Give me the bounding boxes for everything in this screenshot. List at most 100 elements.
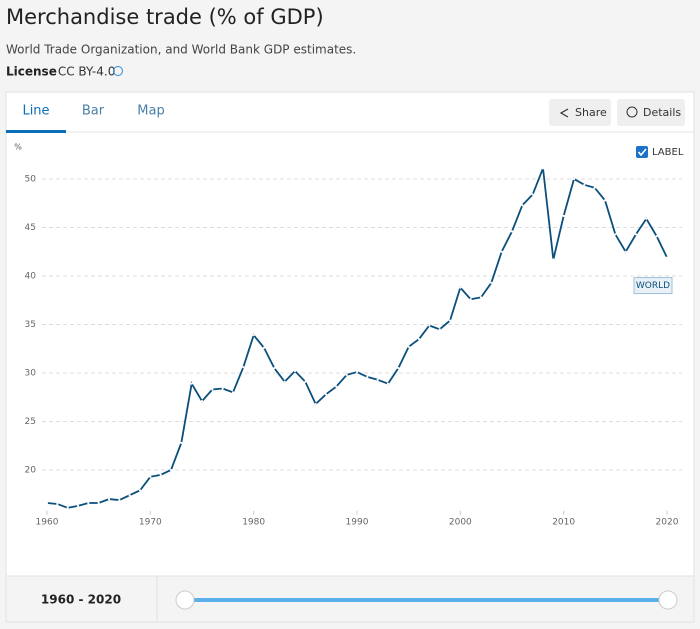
data-point xyxy=(293,369,297,373)
tab[interactable]: Bar xyxy=(82,104,105,119)
info-icon[interactable] xyxy=(113,66,123,76)
data-point xyxy=(231,391,235,394)
data-point xyxy=(366,375,369,378)
data-point xyxy=(397,367,400,370)
data-point xyxy=(634,233,638,236)
details-label: Details xyxy=(643,106,681,119)
data-point xyxy=(593,186,596,189)
data-point xyxy=(521,204,524,207)
check-mark xyxy=(637,148,647,157)
data-point xyxy=(345,373,348,377)
data-point xyxy=(118,498,121,502)
data-point xyxy=(335,385,338,388)
y-tick-label: 35 xyxy=(25,320,36,330)
y-axis-label: % xyxy=(14,143,22,152)
data-point xyxy=(541,167,545,170)
slider-handle[interactable] xyxy=(658,590,678,610)
x-tick-label: 1970 xyxy=(139,518,162,528)
data-point xyxy=(76,504,80,507)
plot: 20 25 30 35 40 45 50 1960 1970 1980 1990 2000 2010 20… xyxy=(25,167,682,528)
data-point xyxy=(448,319,452,322)
data-point xyxy=(479,296,483,299)
data-point xyxy=(614,233,617,236)
data-point xyxy=(624,250,627,253)
tab-indicator xyxy=(6,130,66,133)
card xyxy=(5,91,695,577)
data-point xyxy=(180,441,183,444)
tab[interactable]: Line xyxy=(22,104,49,119)
data-point xyxy=(428,324,431,327)
data-point xyxy=(572,177,576,181)
data-point xyxy=(283,380,286,383)
tab[interactable]: Map xyxy=(137,104,164,119)
data-point xyxy=(273,367,276,370)
y-tick-label: 50 xyxy=(25,175,37,185)
x-tick-label: 2010 xyxy=(552,518,575,528)
data-point xyxy=(531,193,534,196)
data-point xyxy=(552,258,555,261)
data-point xyxy=(190,382,193,385)
data-point xyxy=(66,506,69,509)
x-tick-label: 2000 xyxy=(449,518,472,528)
share-icon xyxy=(559,108,569,118)
series-label-box xyxy=(633,277,673,295)
share-button[interactable] xyxy=(549,99,611,126)
range-label: 1960 - 2020 xyxy=(41,593,121,607)
data-point xyxy=(417,337,421,341)
share-label: Share xyxy=(575,106,607,119)
data-point xyxy=(149,475,152,478)
data-point xyxy=(583,183,586,186)
data-point xyxy=(459,286,462,289)
data-point xyxy=(324,393,328,396)
series-label: WORLD xyxy=(636,281,670,291)
license-value: : CC BY-4.0 xyxy=(50,65,115,79)
details-button[interactable] xyxy=(617,99,685,126)
data-point xyxy=(221,387,224,390)
source: World Trade Organization, and World Bank… xyxy=(6,43,356,57)
data-point xyxy=(386,382,390,385)
y-tick-label: 20 xyxy=(25,466,37,476)
data-point xyxy=(200,400,204,403)
data-point xyxy=(242,366,245,369)
data-point xyxy=(128,494,131,497)
details-icon xyxy=(626,106,638,118)
data-point xyxy=(169,468,173,472)
data-point xyxy=(314,402,317,406)
data-point xyxy=(355,370,359,374)
data-point xyxy=(45,501,49,505)
data-point xyxy=(500,250,503,253)
data-point xyxy=(645,217,648,220)
data-point xyxy=(159,473,162,476)
data-point xyxy=(603,199,607,202)
y-tick-label: 45 xyxy=(25,223,36,233)
label-toggle: LABEL xyxy=(652,147,684,158)
x-tick-label: 1980 xyxy=(242,518,265,528)
license-label: License xyxy=(6,65,57,79)
y-tick-label: 40 xyxy=(25,272,37,282)
data-point xyxy=(562,214,565,217)
data-point xyxy=(438,328,441,331)
data-point xyxy=(107,498,111,501)
x-tick-label: 2020 xyxy=(656,518,679,528)
data-point xyxy=(262,346,266,349)
data-point xyxy=(97,501,100,505)
data-point xyxy=(252,334,255,337)
data-point xyxy=(138,489,142,492)
label-checkbox[interactable] xyxy=(636,146,648,158)
y-tick-label: 25 xyxy=(25,417,36,427)
data-point xyxy=(407,345,410,348)
data-point xyxy=(665,256,669,259)
x-tick-label: 1960 xyxy=(36,518,59,528)
data-point xyxy=(56,502,59,506)
data-point xyxy=(211,388,214,391)
data-point xyxy=(87,501,90,505)
slider-track xyxy=(185,598,668,602)
page-title: Merchandise trade (% of GDP) xyxy=(6,5,324,29)
data-point xyxy=(376,378,379,381)
data-point xyxy=(510,230,514,233)
slider-handle[interactable] xyxy=(175,590,195,610)
data-point xyxy=(469,298,472,301)
x-tick-label: 1990 xyxy=(346,518,369,528)
data-point xyxy=(490,281,493,284)
